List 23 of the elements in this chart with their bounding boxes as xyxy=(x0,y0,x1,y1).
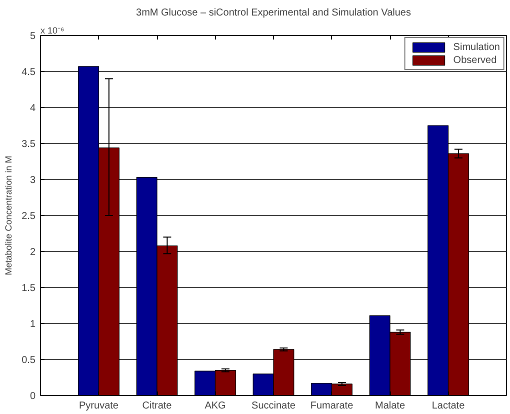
legend-label: Simulation xyxy=(453,41,500,53)
y-tick-label: 4.5 xyxy=(22,67,36,78)
y-tick-label: 0 xyxy=(30,391,36,402)
y-tick-label: 5 xyxy=(30,31,36,42)
y-tick-label: 1 xyxy=(30,319,36,330)
legend-label: Observed xyxy=(453,54,497,66)
x-tick-label: AKG xyxy=(204,400,226,412)
x-tick-label: Fumarate xyxy=(310,400,354,412)
y-tick-label: 0.5 xyxy=(22,355,36,366)
y-tick-label: 3.5 xyxy=(22,139,36,150)
x-tick-label: Succinate xyxy=(252,400,296,412)
y-axis-title: Metabolite Concentration in M xyxy=(4,156,14,276)
y-tick-label: 4 xyxy=(30,103,36,114)
x-tick-label: Pyruvate xyxy=(79,400,119,412)
x-tick-label: Malate xyxy=(374,400,406,412)
x-tick-label: Lactate xyxy=(432,400,466,412)
y-tick-label: 2.5 xyxy=(22,211,36,222)
y-tick-label: 3 xyxy=(30,175,36,186)
x-tick-label: Citrate xyxy=(142,400,172,412)
y-tick-label: 1.5 xyxy=(22,283,36,294)
annotation: x 10⁻⁶ xyxy=(40,26,65,36)
chart-title: 3mM Glucose – siControl Experimental and Simulation Values xyxy=(136,8,411,18)
y-tick-label: 2 xyxy=(30,247,36,258)
